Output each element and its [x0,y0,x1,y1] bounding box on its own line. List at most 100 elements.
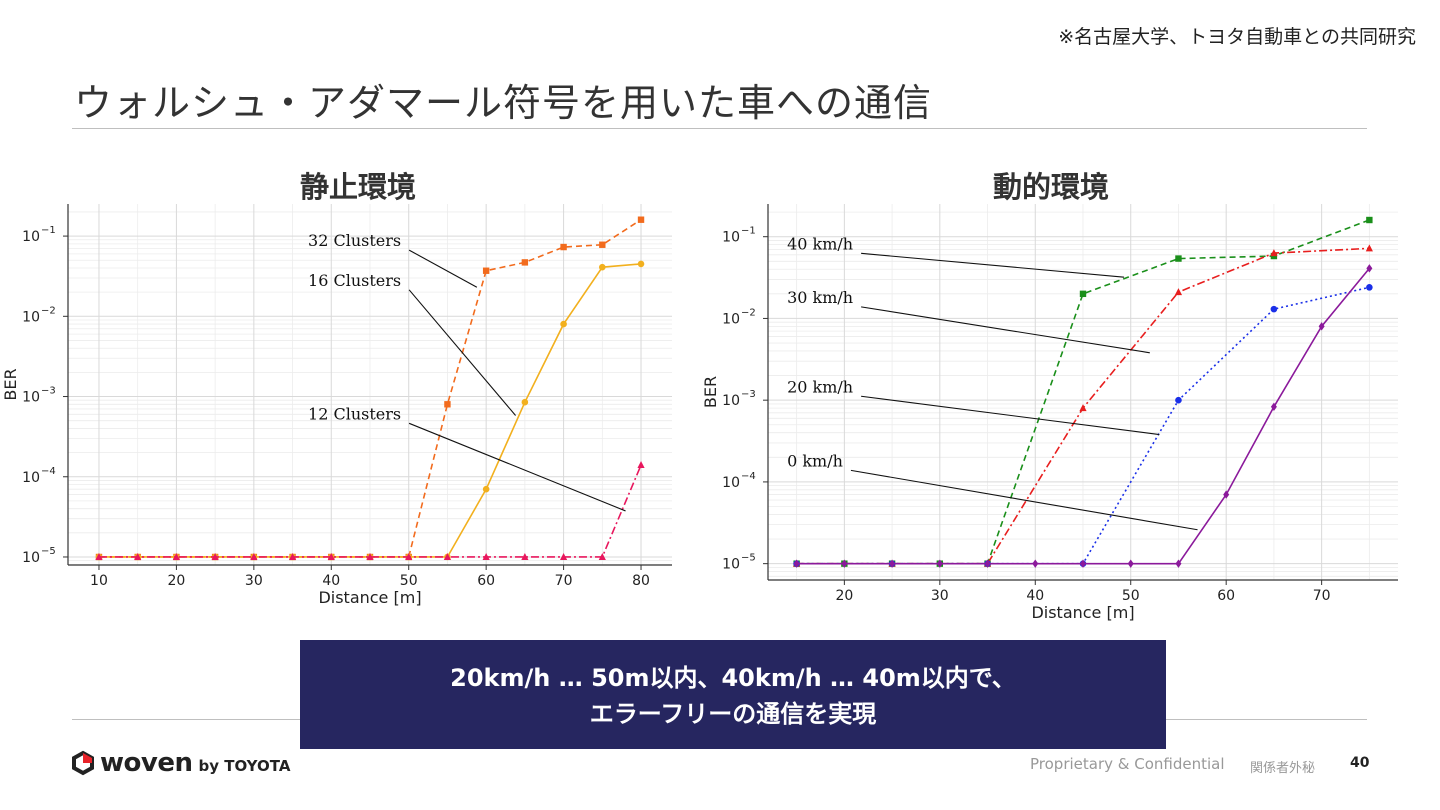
x-tick-label: 50 [400,573,418,589]
summary-banner: 20km/h … 50m以内、40km/h … 40m以内で、 エラーフリーの通… [300,640,1166,749]
data-point-12-clusters [405,552,413,560]
data-point-0-km-h [1270,402,1277,411]
y-tick-label: 10 [22,550,40,566]
y-tick-label: 10 [722,311,740,327]
data-point-32-clusters [637,216,645,223]
data-point-16-clusters [560,320,567,328]
annotation-30-km-h: 30 km/h [787,288,853,307]
data-point-32-clusters [599,241,606,248]
y-tick-exponent: −4 [741,471,756,482]
annotation-16-clusters: 16 Clusters [308,271,401,290]
data-point-12-clusters [211,552,219,560]
data-point-12-clusters [637,461,645,469]
x-tick-label: 70 [555,573,573,589]
joint-research-note: ※名古屋大学、トヨタ自動車との共同研究 [1058,26,1416,48]
data-point-20-km-h [1175,396,1182,404]
x-tick-label: 40 [322,573,340,589]
y-axis-label: BER [701,376,720,408]
data-point-0-km-h [1127,559,1134,568]
data-point-30-km-h [1365,244,1373,252]
annotation-12-clusters: 12 Clusters [308,404,401,423]
y-tick-exponent: −2 [741,307,756,318]
data-point-12-clusters [95,552,103,560]
data-point-30-km-h [1174,288,1183,296]
y-tick-label: 10 [22,309,40,325]
data-point-12-clusters [366,552,374,560]
annotation-arrow-12-clusters [408,422,626,512]
data-point-12-clusters [250,552,258,560]
data-point-30-km-h [1079,404,1087,412]
data-point-40-km-h [1175,255,1182,262]
data-point-0-km-h [1032,559,1039,568]
data-point-12-clusters [521,552,529,560]
data-point-12-clusters [598,552,606,560]
y-tick-exponent: −5 [41,546,56,557]
data-point-32-clusters [444,401,451,408]
x-tick-label: 50 [1122,588,1140,604]
y-tick-exponent: −5 [741,553,756,564]
data-point-20-km-h [1366,284,1373,291]
data-point-0-km-h [1223,490,1230,499]
y-tick-label: 10 [22,390,40,406]
data-point-0-km-h [1318,322,1325,331]
y-tick-label: 10 [722,557,740,573]
x-tick-label: 30 [931,588,949,604]
data-point-16-clusters [599,263,606,271]
annotation-arrow-0-km-h [850,469,1198,531]
data-point-0-km-h [1080,559,1086,568]
y-tick-label: 10 [22,229,40,245]
x-tick-label: 60 [477,573,495,589]
x-tick-label: 40 [1026,588,1044,604]
internal-label: 関係者外秘 [1250,761,1316,776]
page-title: ウォルシュ・アダマール符号を用いた車への通信 [74,81,933,125]
data-point-12-clusters [327,552,335,560]
summary-line-2: エラーフリーの通信を実現 [589,700,877,728]
x-tick-label: 30 [245,573,263,589]
annotation-0-km-h: 0 km/h [787,451,843,470]
data-point-20-km-h [1270,305,1278,313]
confidential-label: Proprietary & Confidential [1030,755,1225,773]
annotation-arrow-30-km-h [861,306,1150,354]
data-point-40-km-h [1366,216,1373,224]
y-tick-label: 10 [22,470,40,486]
dynamic-chart-title: 動的環境 [993,170,1110,204]
y-tick-label: 10 [722,475,740,491]
data-point-12-clusters [288,552,297,560]
data-point-12-clusters [482,552,490,560]
x-tick-label: 20 [167,573,185,589]
data-point-40-km-h [1079,290,1087,298]
data-point-32-clusters [521,259,529,266]
x-tick-label: 70 [1313,588,1331,604]
annotation-arrow-40-km-h [861,252,1125,278]
annotation-arrow-32-clusters [408,249,478,288]
y-tick-exponent: −4 [41,466,56,477]
data-point-16-clusters [482,485,490,493]
static-chart-title: 静止環境 [300,170,417,204]
series-line-12-clusters [98,464,642,558]
y-tick-label: 10 [722,230,740,246]
y-tick-exponent: −3 [41,386,56,397]
data-point-16-clusters [637,260,645,268]
y-tick-exponent: −1 [41,225,56,236]
x-tick-label: 80 [632,573,650,589]
woven-logo: woven by TOYOTA [72,748,290,778]
data-point-12-clusters [172,552,181,560]
x-axis-label: Distance [m] [1031,603,1134,622]
y-tick-exponent: −3 [741,389,756,400]
data-point-12-clusters [134,552,142,560]
y-tick-label: 10 [722,393,740,409]
y-tick-exponent: −2 [41,305,56,316]
x-tick-label: 60 [1217,588,1235,604]
annotation-arrow-16-clusters [408,289,516,416]
woven-hexagon-icon [72,750,94,776]
summary-line-1: 20km/h … 50m以内、40km/h … 40m以内で、 [450,664,1016,692]
y-axis-label: BER [1,368,20,400]
data-point-12-clusters [559,552,568,560]
data-point-32-clusters [560,243,567,251]
brand-name: woven [100,748,193,778]
annotation-20-km-h: 20 km/h [787,377,853,396]
data-point-12-clusters [443,552,452,560]
x-tick-label: 10 [90,573,108,589]
